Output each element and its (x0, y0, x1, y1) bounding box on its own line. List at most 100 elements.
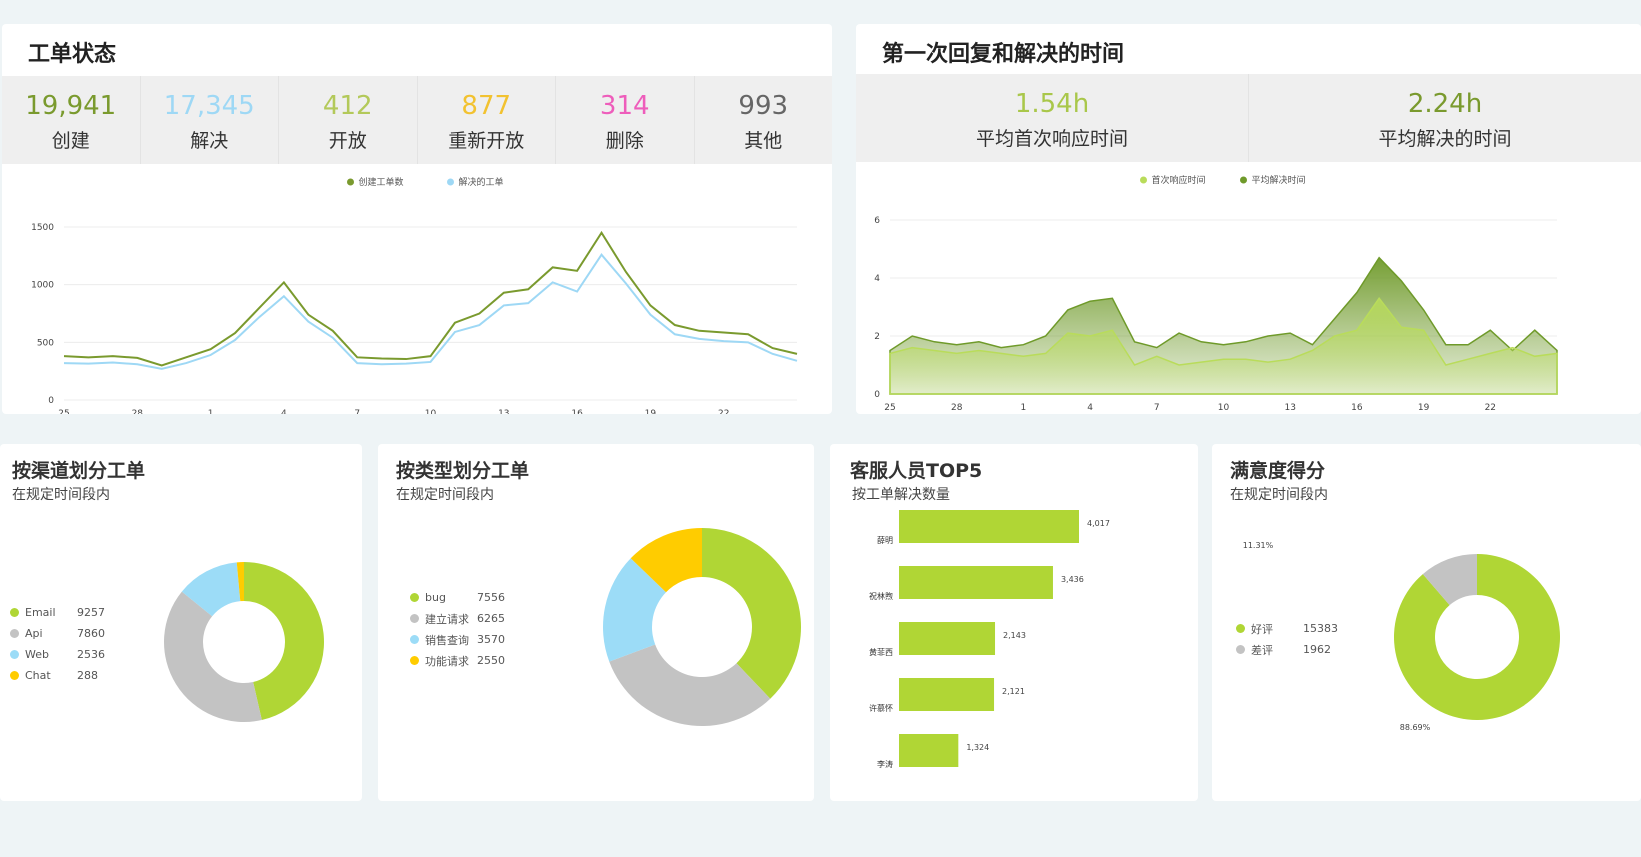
channel-title: 按渠道划分工单 (12, 460, 146, 482)
x-tick-label: 1 (208, 409, 214, 414)
satisfaction-panel: 满意度得分 在规定时间段内 好评 15383 差评 1962 88.69% 11.31% (1212, 444, 1641, 801)
stat-other[interactable]: 993 其他 (695, 76, 833, 164)
legend-item[interactable]: 建立请求 6265 (410, 608, 505, 629)
legend-label: Email (25, 606, 56, 619)
slice-pct-label: 88.69% (1400, 723, 1431, 732)
legend-dot (410, 635, 419, 644)
stat-label: 平均解决的时间 (1378, 128, 1512, 150)
channel-donut-chart (163, 562, 325, 722)
satisfaction-legend: 好评 15383 差评 1962 (1236, 618, 1338, 660)
response-area-chart: 首次响应时间平均解决时间0246252022年3月2812022年4月47101… (874, 174, 1558, 413)
stat-value: 19,941 (25, 91, 117, 121)
stat-resolved[interactable]: 17,345 解决 (141, 76, 279, 164)
channel-desc: 在规定时间段内 (12, 487, 110, 503)
donut-slice (702, 528, 801, 699)
stat-value: 314 (599, 91, 650, 121)
type-title: 按类型划分工单 (396, 460, 530, 482)
stat-label: 平均首次响应时间 (975, 128, 1128, 150)
legend-label: Chat (25, 669, 51, 682)
ticket-stats-row: 19,941 创建 17,345 解决 412 开放 877 重新开放 314 删除 99… (2, 76, 832, 164)
x-tick-label: 28 (951, 403, 963, 413)
x-tick-label: 4 (281, 409, 287, 414)
bar-value-label: 3,436 (1061, 575, 1084, 584)
legend-value: 288 (77, 669, 98, 682)
legend-item[interactable]: 差评 1962 (1236, 639, 1338, 660)
stat-first-response[interactable]: 1.54h 平均首次响应时间 (856, 74, 1249, 162)
channel-panel: 按渠道划分工单 在规定时间段内 Email 9257 Api 7860 Web 2536 C… (0, 444, 362, 801)
stat-open[interactable]: 412 开放 (279, 76, 418, 164)
tickets-line-chart: 创建工单数解决的工单050010001500252022年3月2812022年4… (31, 176, 798, 414)
donut-slice (181, 562, 241, 617)
x-tick-label: 16 (571, 409, 583, 414)
x-tick-label: 13 (1284, 403, 1295, 413)
donut-slice (1394, 554, 1560, 720)
legend-value: 15383 (1303, 622, 1338, 635)
series-area (889, 297, 1558, 395)
series-line (63, 253, 798, 370)
legend-dot (447, 178, 454, 186)
y-tick-label: 2 (874, 332, 880, 342)
x-tick-label: 10 (425, 409, 437, 414)
legend-label: 建立请求 (425, 612, 469, 626)
agents-bar-chart: 4,017 薛明 3,436 祝林煦 2,143 黄菲西 2,121 许慕怀 1,324 李涛 (869, 510, 1110, 769)
legend-value: 1962 (1303, 643, 1331, 656)
stat-created[interactable]: 19,941 创建 (2, 76, 141, 164)
bar (899, 510, 1079, 543)
stat-label: 解决 (190, 130, 229, 152)
x-tick-label: 25 (884, 403, 895, 413)
legend-item[interactable]: 销售查询 3570 (410, 629, 505, 650)
series-line (63, 230, 798, 367)
stat-deleted[interactable]: 314 删除 (556, 76, 695, 164)
legend-item[interactable]: Api 7860 (10, 623, 105, 644)
bar-value-label: 2,143 (1003, 631, 1026, 640)
bar-category-label: 薛明 (877, 535, 893, 545)
agents-panel: 客服人员TOP5 按工单解决数量 4,017 薛明 3,436 祝林煦 2,143 黄菲西… (830, 444, 1198, 801)
x-tick-label: 1 (1021, 403, 1027, 413)
legend-value: 2536 (77, 648, 105, 661)
y-tick-label: 6 (874, 216, 880, 226)
legend-label: 创建工单数 (359, 176, 404, 188)
donut-slice (609, 644, 771, 726)
legend-item[interactable]: Chat 288 (10, 665, 105, 686)
slice-pct-label: 11.31% (1243, 541, 1274, 550)
stat-value: 993 (738, 91, 789, 121)
legend-dot (410, 614, 419, 623)
response-time-title: 第一次回复和解决的时间 (882, 42, 1125, 67)
donut-slice (1422, 554, 1477, 606)
y-tick-label: 1500 (31, 223, 54, 233)
stat-label: 删除 (605, 130, 644, 152)
x-tick-label: 16 (1351, 403, 1363, 413)
legend-label: 差评 (1251, 643, 1273, 657)
legend-label: 销售查询 (425, 633, 469, 647)
legend-item[interactable]: 好评 15383 (1236, 618, 1338, 639)
channel-legend: Email 9257 Api 7860 Web 2536 Chat 288 (10, 602, 105, 686)
legend-item[interactable]: Web 2536 (10, 644, 105, 665)
legend-dot (10, 629, 19, 638)
bar (899, 678, 995, 711)
satisfaction-title: 满意度得分 (1230, 460, 1326, 482)
legend-label: 功能请求 (425, 654, 469, 668)
legend-item[interactable]: 功能请求 2550 (410, 650, 505, 671)
type-desc: 在规定时间段内 (396, 487, 494, 503)
satisfaction-desc: 在规定时间段内 (1230, 487, 1328, 503)
x-tick-label: 13 (498, 409, 509, 414)
bar (899, 734, 959, 767)
legend-value: 6265 (477, 612, 505, 625)
legend-label: 首次响应时间 (1152, 174, 1206, 186)
x-tick-label: 19 (645, 409, 657, 414)
donut-slice (630, 528, 702, 593)
legend-label: 好评 (1251, 622, 1273, 636)
x-tick-label: 7 (354, 409, 360, 414)
stat-resolve-time[interactable]: 2.24h 平均解决的时间 (1249, 74, 1641, 162)
agents-title: 客服人员TOP5 (850, 460, 983, 482)
stat-value: 877 (461, 91, 512, 121)
bar-value-label: 2,121 (1002, 687, 1025, 696)
x-tick-label: 22 (718, 409, 729, 414)
legend-item[interactable]: bug 7556 (410, 587, 505, 608)
legend-dot (347, 178, 354, 186)
stat-reopened[interactable]: 877 重新开放 (418, 76, 556, 164)
legend-item[interactable]: Email 9257 (10, 602, 105, 623)
donut-slice (163, 591, 262, 722)
legend-value: 3570 (477, 633, 505, 646)
legend-value: 2550 (477, 654, 505, 667)
